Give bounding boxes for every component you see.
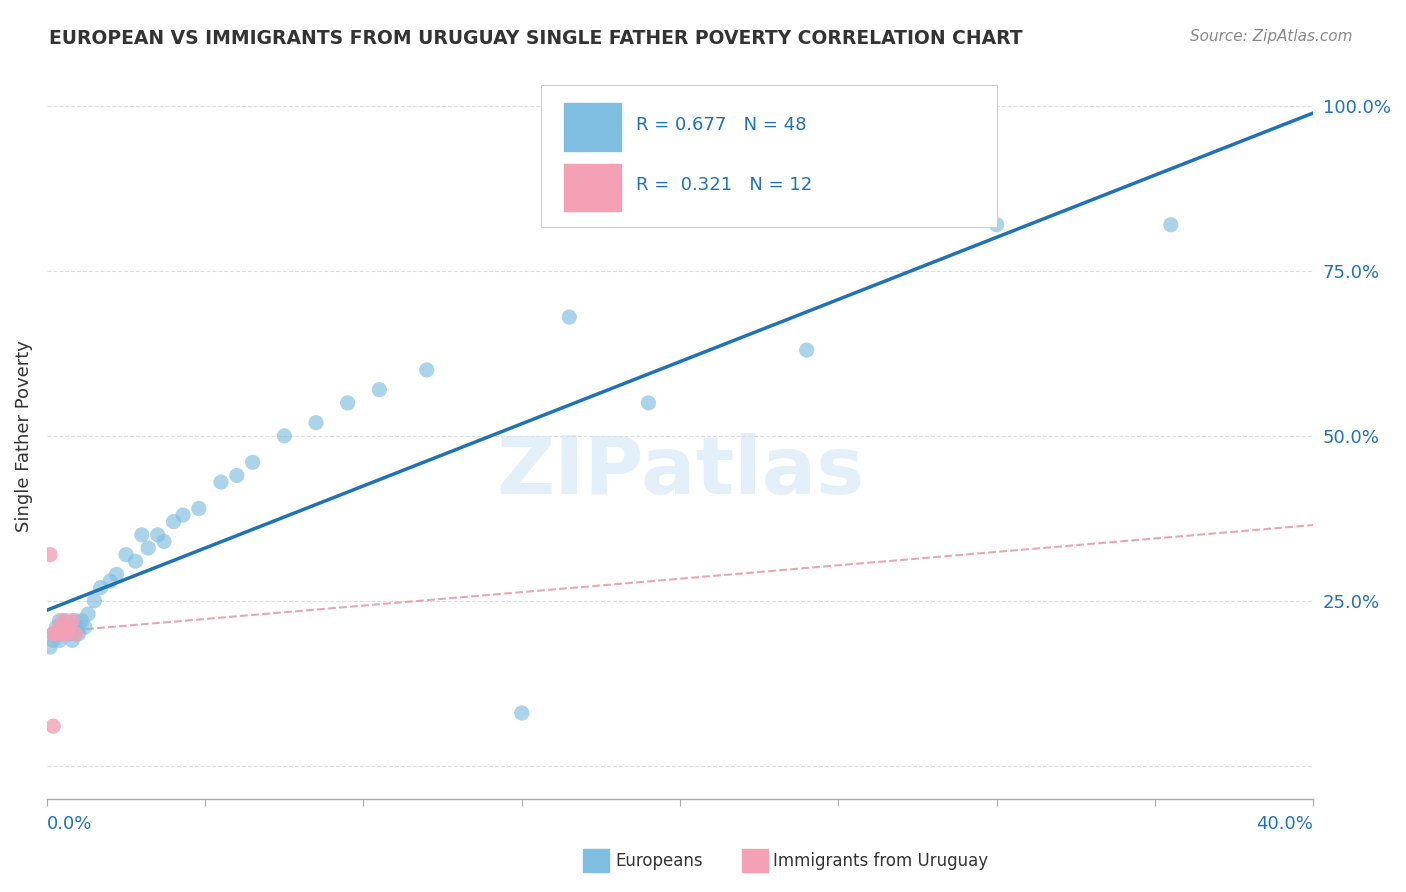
Text: R = 0.677   N = 48: R = 0.677 N = 48: [636, 116, 806, 134]
Point: [65, 627, 87, 641]
Point: [209, 475, 232, 489]
Point: [52, 627, 75, 641]
Point: [55, 620, 77, 634]
Point: [48, 633, 70, 648]
FancyBboxPatch shape: [541, 86, 997, 227]
Point: [153, 534, 176, 549]
Point: [187, 501, 209, 516]
Point: [39, 640, 62, 654]
Point: [77, 607, 100, 621]
Point: [416, 363, 439, 377]
Point: [55, 614, 77, 628]
Point: [60, 633, 83, 648]
Point: [55, 627, 77, 641]
Point: [42, 633, 65, 648]
Point: [45, 620, 67, 634]
Point: [172, 508, 194, 522]
Point: [305, 416, 328, 430]
Point: [986, 218, 1008, 232]
Point: [58, 627, 80, 641]
Point: [124, 554, 146, 568]
Point: [52, 614, 75, 628]
Point: [558, 310, 581, 325]
Point: [1160, 218, 1182, 232]
Point: [225, 468, 247, 483]
Point: [273, 429, 295, 443]
Text: Source: ZipAtlas.com: Source: ZipAtlas.com: [1189, 29, 1353, 44]
FancyBboxPatch shape: [564, 164, 620, 211]
Point: [70, 614, 93, 628]
Point: [162, 515, 184, 529]
Point: [98, 574, 121, 588]
Point: [48, 620, 70, 634]
Point: [60, 614, 83, 628]
Point: [368, 383, 391, 397]
Point: [73, 620, 96, 634]
Text: R =  0.321   N = 12: R = 0.321 N = 12: [636, 177, 813, 194]
Point: [796, 343, 818, 357]
Point: [45, 627, 67, 641]
Point: [67, 620, 90, 634]
Text: EUROPEAN VS IMMIGRANTS FROM URUGUAY SINGLE FATHER POVERTY CORRELATION CHART: EUROPEAN VS IMMIGRANTS FROM URUGUAY SING…: [49, 29, 1022, 47]
Point: [42, 719, 65, 733]
Point: [83, 594, 105, 608]
Point: [65, 627, 87, 641]
Point: [131, 528, 153, 542]
Point: [42, 627, 65, 641]
FancyBboxPatch shape: [564, 103, 620, 151]
Text: 40.0%: 40.0%: [1257, 815, 1313, 833]
Bar: [742, 849, 768, 872]
Point: [105, 567, 128, 582]
Point: [637, 396, 659, 410]
Text: ZIPatlas: ZIPatlas: [496, 434, 865, 511]
Point: [146, 528, 169, 542]
Point: [58, 620, 80, 634]
Point: [115, 548, 138, 562]
Point: [52, 627, 75, 641]
Point: [336, 396, 359, 410]
Text: Immigrants from Uruguay: Immigrants from Uruguay: [773, 852, 988, 870]
Point: [39, 548, 62, 562]
Point: [42, 627, 65, 641]
Bar: [583, 849, 609, 872]
Point: [136, 541, 159, 555]
Point: [242, 455, 264, 469]
Point: [510, 706, 533, 720]
Point: [60, 620, 83, 634]
Y-axis label: Single Father Poverty: Single Father Poverty: [15, 340, 32, 532]
Point: [55, 620, 77, 634]
Point: [52, 620, 75, 634]
Point: [90, 581, 112, 595]
Text: Europeans: Europeans: [616, 852, 703, 870]
Text: 0.0%: 0.0%: [46, 815, 93, 833]
Point: [65, 614, 87, 628]
Point: [67, 627, 90, 641]
Point: [45, 627, 67, 641]
Point: [48, 614, 70, 628]
